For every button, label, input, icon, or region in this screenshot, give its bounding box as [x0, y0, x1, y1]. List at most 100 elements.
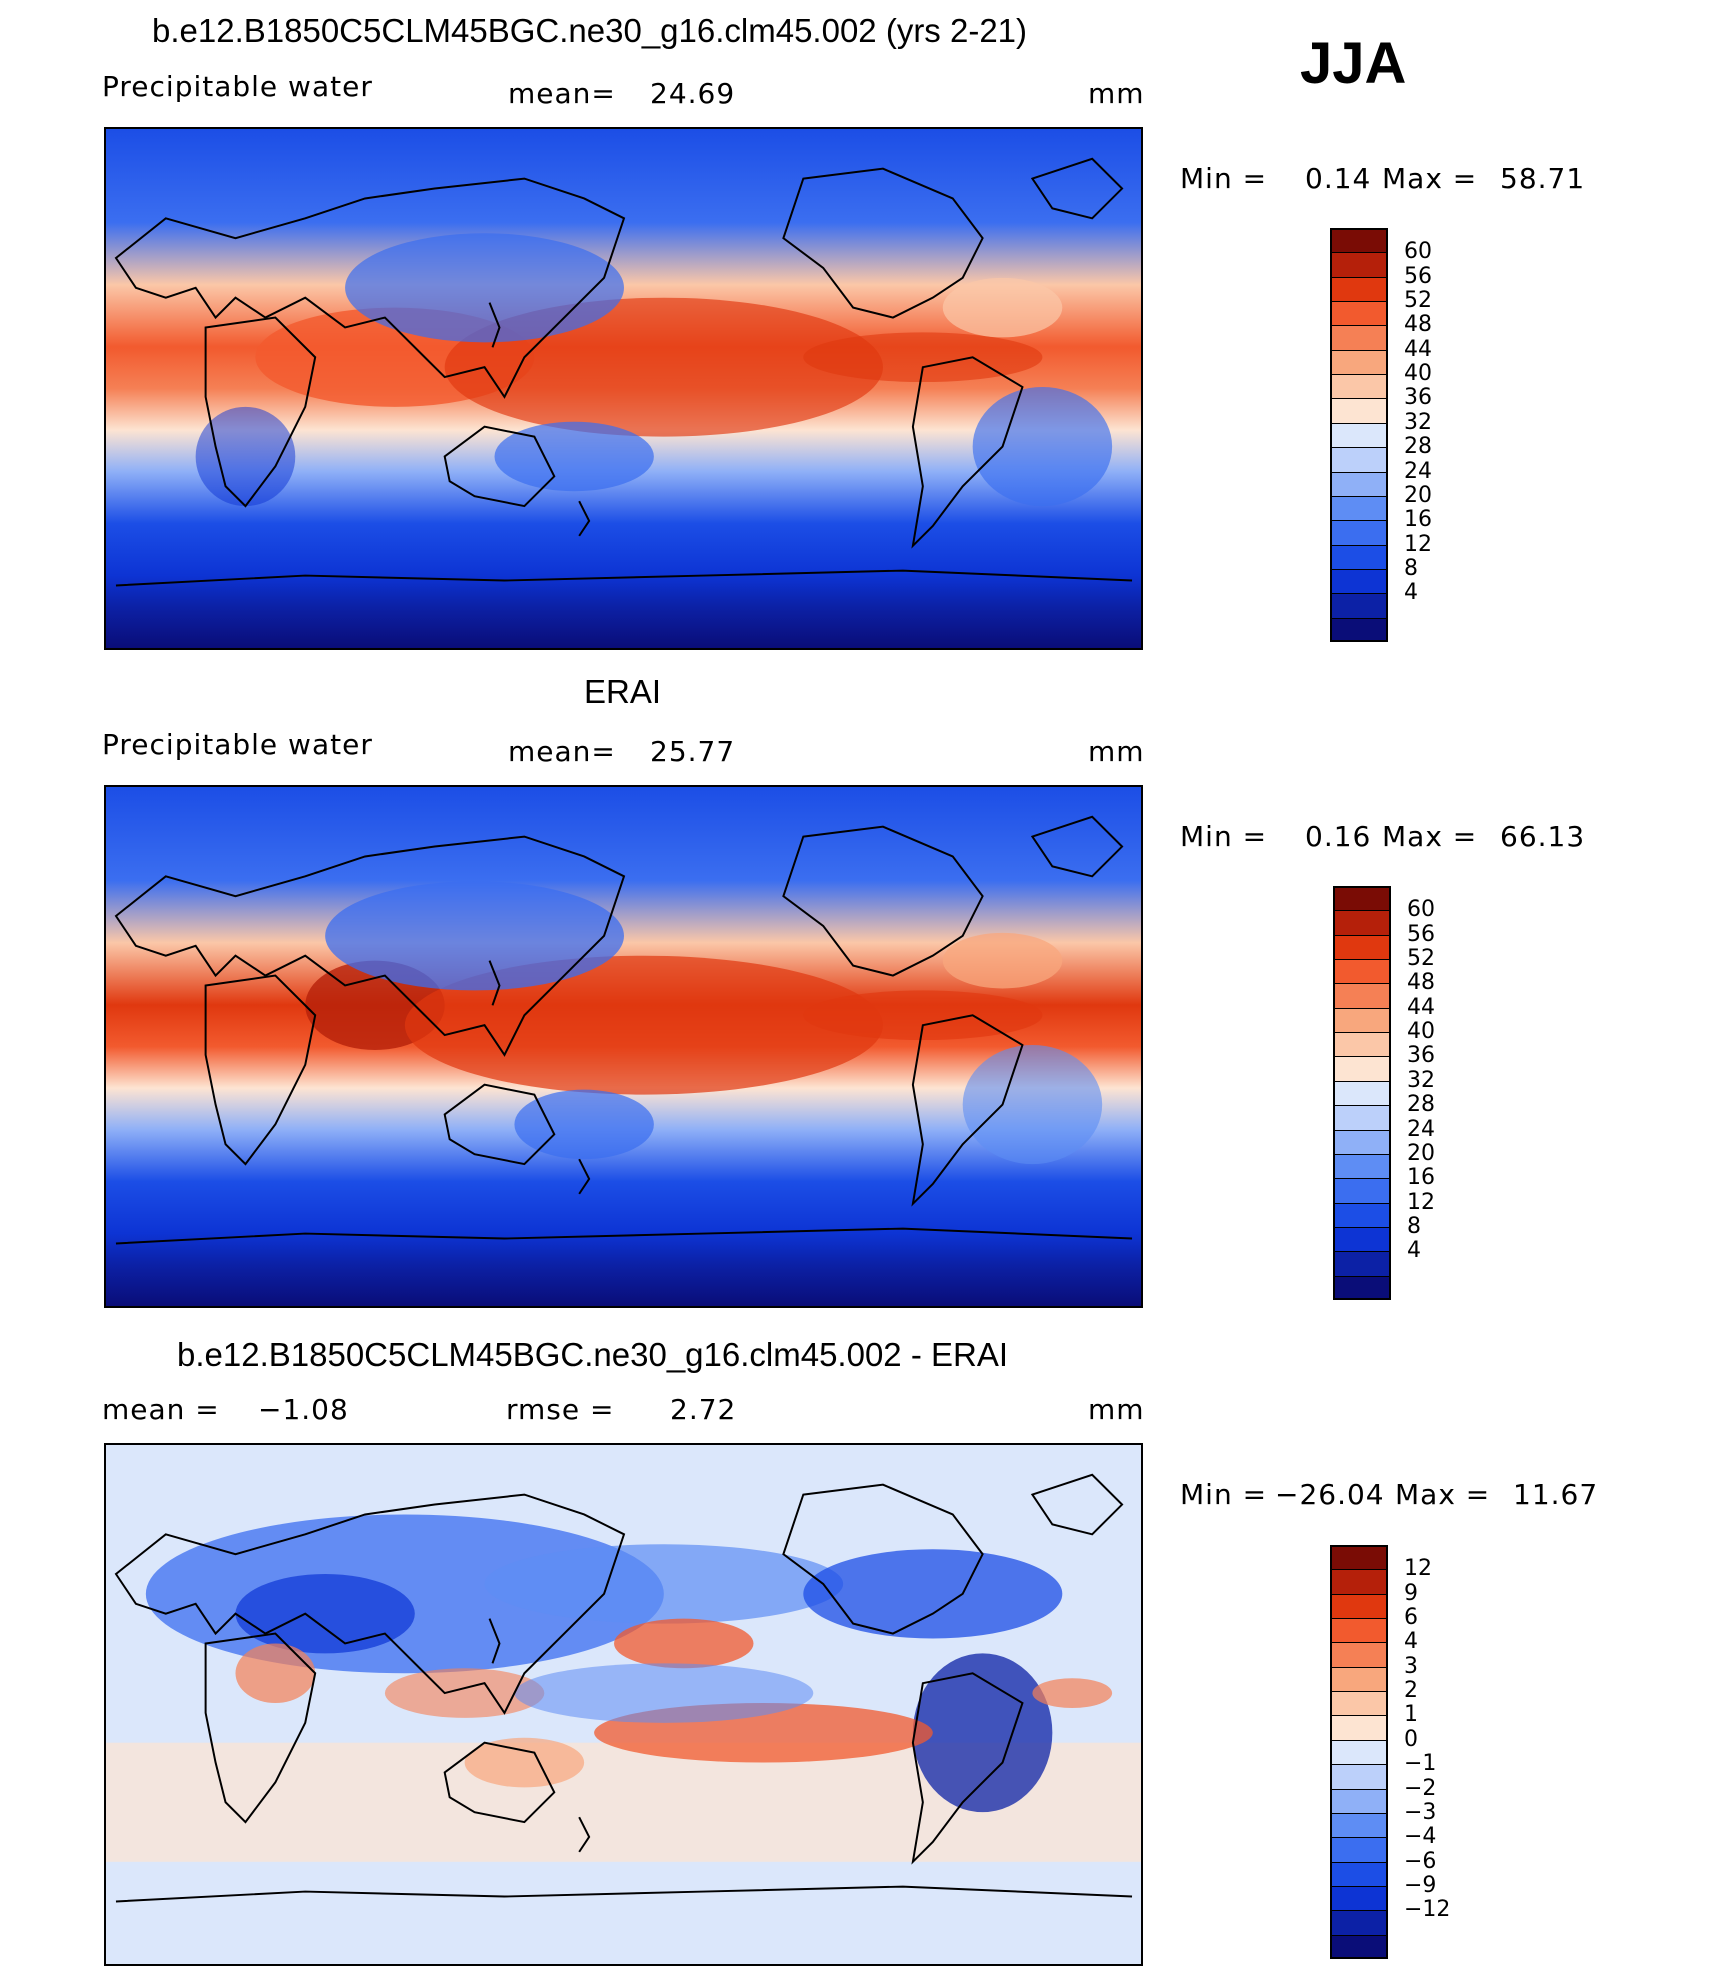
panel-2-field	[106, 787, 1141, 1306]
colorbar-swatch	[1330, 1666, 1388, 1692]
colorbar-tick-label: 32	[1404, 409, 1432, 435]
colorbar-outline	[1330, 1545, 1388, 1959]
colorbar-swatch	[1333, 1032, 1391, 1057]
panel-1-units: mm	[1088, 77, 1145, 110]
colorbar-swatch	[1330, 1885, 1388, 1911]
colorbar-tick-label: 24	[1404, 458, 1432, 484]
panel-1-title: b.e12.B1850C5CLM45BGC.ne30_g16.clm45.002…	[152, 12, 1028, 49]
colorbar-swatch	[1333, 959, 1391, 984]
panel-3-title: b.e12.B1850C5CLM45BGC.ne30_g16.clm45.002…	[177, 1336, 1009, 1373]
colorbar-swatch	[1330, 1861, 1388, 1886]
colorbar-tick-label: 4	[1407, 1238, 1421, 1264]
colorbar-swatch	[1333, 1178, 1391, 1203]
colorbar-swatch	[1330, 447, 1388, 472]
colorbar-swatch	[1330, 520, 1388, 545]
colorbar-swatch	[1330, 617, 1388, 642]
panel-2-max-label: Max =	[1382, 820, 1478, 853]
colorbar-tick-label: 3	[1404, 1653, 1418, 1679]
colorbar-outline	[1333, 886, 1391, 1300]
colorbar-tick-label: 60	[1407, 897, 1435, 923]
colorbar-swatch	[1330, 1837, 1388, 1862]
colorbar-swatch	[1330, 301, 1388, 326]
colorbar-tick-label: 28	[1404, 434, 1432, 460]
colorbar-tick-label: 12	[1404, 1556, 1432, 1582]
colorbar-swatch	[1330, 325, 1388, 350]
colorbar-tick-label: 9	[1404, 1580, 1418, 1606]
colorbar-swatch	[1330, 1642, 1388, 1667]
colorbar-swatch	[1330, 1934, 1388, 1959]
panel-3-units: mm	[1088, 1393, 1145, 1426]
colorbar-tick-label: 56	[1407, 921, 1435, 947]
colorbar-tick-label: 16	[1407, 1165, 1435, 1191]
colorbar-swatch	[1330, 1569, 1388, 1594]
colorbar-swatch	[1330, 398, 1388, 423]
panel-2-max-value: 66.13	[1500, 820, 1586, 853]
colorbar-tick-label: 2	[1404, 1678, 1418, 1704]
colorbar-tick-label: 12	[1407, 1189, 1435, 1215]
colorbar-swatch	[1330, 276, 1388, 302]
colorbar-swatch	[1330, 1739, 1388, 1765]
colorbar-tick-label: 52	[1407, 946, 1435, 972]
colorbar-swatch	[1333, 1202, 1391, 1227]
colorbar-swatch	[1333, 1251, 1391, 1276]
colorbar-tick-label: −9	[1404, 1872, 1437, 1898]
panel-1-min-label: Min =	[1180, 162, 1268, 195]
colorbar-tick-label: 8	[1404, 555, 1418, 581]
colorbar-swatch	[1330, 1764, 1388, 1789]
colorbar-swatch	[1333, 1105, 1391, 1130]
panel-2-min-label: Min =	[1180, 820, 1268, 853]
colorbar-tick-label: 20	[1404, 482, 1432, 508]
colorbar-swatch	[1330, 1691, 1388, 1716]
colorbar-swatch	[1330, 544, 1388, 569]
colorbar-tick-label: 12	[1404, 531, 1432, 557]
panel-3-min-label: Min =	[1180, 1478, 1268, 1511]
colorbar-tick-label: 16	[1404, 507, 1432, 533]
panel-2-variable: Precipitable water	[102, 728, 373, 761]
colorbar-swatch	[1333, 910, 1391, 935]
colorbar-swatch	[1333, 886, 1391, 911]
colorbar-swatch	[1333, 1275, 1391, 1300]
colorbar-tick-label: 48	[1404, 312, 1432, 338]
panel-1-colorbar: 60 56 52 48 44 40 36 32 28 24 20 16 12 8 4	[1330, 228, 1460, 642]
panel-3-rmse-label: rmse =	[506, 1393, 615, 1426]
panel-3-max-label: Max =	[1395, 1478, 1491, 1511]
colorbar-swatch	[1330, 1788, 1388, 1813]
colorbar-swatch	[1330, 1715, 1388, 1740]
colorbar-tick-label: 28	[1407, 1092, 1435, 1118]
colorbar-tick-label: 4	[1404, 580, 1418, 606]
colorbar-tick-label: −4	[1404, 1824, 1437, 1850]
panel-1-map	[104, 127, 1143, 650]
panel-3-max-value: 11.67	[1513, 1478, 1599, 1511]
colorbar-tick-label: 52	[1404, 288, 1432, 314]
colorbar-swatch	[1333, 1226, 1391, 1252]
colorbar-tick-label: −12	[1404, 1897, 1451, 1923]
panel-2-units: mm	[1088, 735, 1145, 768]
colorbar-tick-label: −2	[1404, 1775, 1437, 1801]
colorbar-tick-label: 36	[1404, 385, 1432, 411]
colorbar-tick-label: 1	[1404, 1702, 1418, 1728]
panel-2-colorbar: 60 56 52 48 44 40 36 32 28 24 20 16 12 8 4	[1333, 886, 1463, 1300]
colorbar-swatch	[1333, 983, 1391, 1008]
panel-3-mean-value: −1.08	[258, 1393, 349, 1426]
colorbar-swatch	[1330, 471, 1388, 496]
colorbar-outline	[1330, 228, 1388, 642]
colorbar-tick-label: 44	[1404, 336, 1432, 362]
colorbar-swatch	[1333, 1080, 1391, 1106]
colorbar-swatch	[1330, 1618, 1388, 1643]
colorbar-swatch	[1333, 1153, 1391, 1179]
panel-1-mean-label: mean=	[508, 77, 616, 110]
colorbar-swatch	[1330, 1812, 1388, 1838]
panel-3-field	[106, 1445, 1141, 1964]
panel-3-min-value: −26.04	[1275, 1478, 1385, 1511]
panel-1-mean-value: 24.69	[650, 77, 736, 110]
colorbar-swatch	[1330, 374, 1388, 399]
colorbar-swatch	[1333, 1007, 1391, 1033]
panel-3-mean-label: mean =	[102, 1393, 220, 1426]
colorbar-tick-label: 56	[1404, 263, 1432, 289]
colorbar-tick-label: 36	[1407, 1043, 1435, 1069]
colorbar-tick-label: 40	[1404, 361, 1432, 387]
colorbar-tick-label: −3	[1404, 1799, 1437, 1825]
colorbar-tick-label: 0	[1404, 1726, 1418, 1752]
colorbar-swatch	[1330, 1593, 1388, 1619]
colorbar-tick-label: 4	[1404, 1629, 1418, 1655]
